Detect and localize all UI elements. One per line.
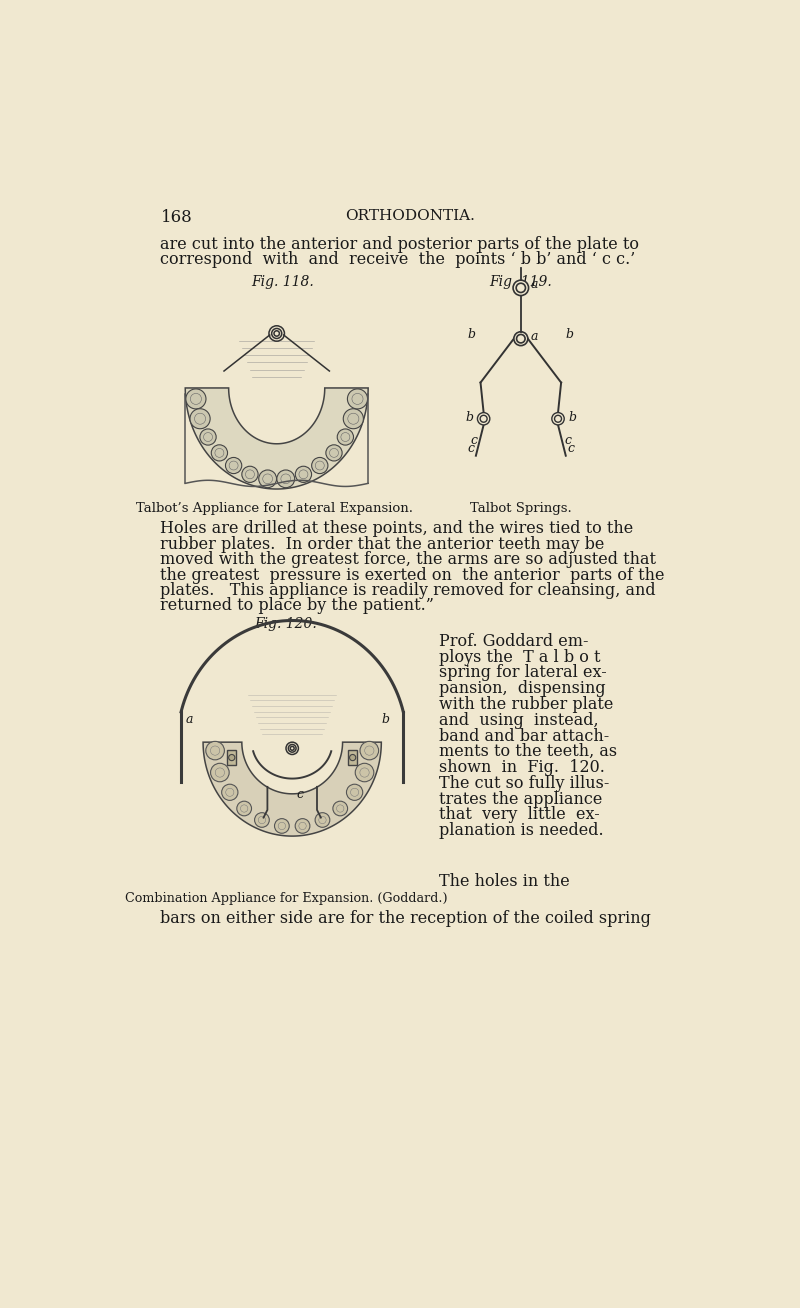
Text: rubber plates.  In order that the anterior teeth may be: rubber plates. In order that the anterio… [161,536,605,553]
Circle shape [274,819,290,833]
Circle shape [295,466,311,483]
Circle shape [355,764,374,782]
Text: c: c [296,787,303,800]
Circle shape [360,742,378,760]
Text: b: b [382,713,390,726]
Text: the greatest  pressure is exerted on  the anterior  parts of the: the greatest pressure is exerted on the … [161,566,665,583]
Circle shape [229,755,235,761]
Circle shape [315,812,330,827]
Circle shape [226,458,242,473]
Text: Prof. Goddard em-: Prof. Goddard em- [439,633,589,650]
Text: Combination Appliance for Expansion. (Goddard.): Combination Appliance for Expansion. (Go… [125,892,447,905]
Text: c: c [470,434,478,447]
Text: a: a [186,713,194,726]
Bar [348,749,358,765]
Text: returned to place by the patient.”: returned to place by the patient.” [161,598,434,615]
Circle shape [190,408,210,429]
Circle shape [478,412,490,425]
Text: moved with the greatest force, the arms are so adjusted that: moved with the greatest force, the arms … [161,551,657,568]
Text: plates.   This appliance is readily removed for cleansing, and: plates. This appliance is readily remove… [161,582,656,599]
Circle shape [343,408,363,429]
Circle shape [222,785,238,800]
Text: 168: 168 [161,209,192,226]
Circle shape [312,458,328,473]
Circle shape [516,284,526,293]
Circle shape [295,819,310,833]
Text: b: b [566,328,574,341]
Circle shape [237,802,251,816]
Text: Fig. 118.: Fig. 118. [250,275,314,289]
Circle shape [552,412,564,425]
Text: The holes in the: The holes in the [439,872,570,889]
Circle shape [333,802,348,816]
Text: c: c [467,442,474,454]
Circle shape [254,812,270,827]
Circle shape [514,332,528,345]
Circle shape [346,785,362,800]
Bar [227,749,237,765]
Text: ments to the teeth, as: ments to the teeth, as [439,743,618,760]
Polygon shape [186,388,368,489]
Polygon shape [203,742,382,836]
Text: shown  in  Fig.  120.: shown in Fig. 120. [439,759,606,776]
Circle shape [288,744,296,752]
Circle shape [210,764,229,782]
Text: with the rubber plate: with the rubber plate [439,696,614,713]
Text: b: b [568,411,576,424]
Circle shape [326,445,342,460]
Circle shape [350,755,356,761]
Text: a: a [531,279,538,292]
Text: a: a [530,330,538,343]
Text: bars on either side are for the reception of the coiled spring: bars on either side are for the receptio… [161,910,651,927]
Text: Holes are drilled at these points, and the wires tied to the: Holes are drilled at these points, and t… [161,521,634,538]
Circle shape [513,280,529,296]
Text: The cut so fully illus-: The cut so fully illus- [439,774,610,791]
Text: c: c [564,434,571,447]
Circle shape [290,747,294,751]
Text: b: b [468,328,476,341]
Text: band and bar attach-: band and bar attach- [439,727,610,744]
Text: pansion,  dispensing: pansion, dispensing [439,680,606,697]
Text: Fig. 119.: Fig. 119. [490,275,552,289]
Text: Fig. 120.: Fig. 120. [254,617,318,632]
Circle shape [211,445,227,460]
Circle shape [286,742,298,755]
Circle shape [277,470,294,488]
Circle shape [258,470,277,488]
Text: trates the appliance: trates the appliance [439,790,603,807]
Text: that  very  little  ex-: that very little ex- [439,807,600,824]
Text: ORTHODONTIA.: ORTHODONTIA. [345,209,475,224]
Circle shape [554,416,562,422]
Text: and  using  instead,: and using instead, [439,712,599,729]
Text: are cut into the anterior and posterior parts of the plate to: are cut into the anterior and posterior … [161,237,639,254]
Circle shape [347,388,367,409]
Circle shape [242,466,258,483]
Text: c: c [567,442,574,454]
Circle shape [517,335,525,343]
Circle shape [338,429,354,445]
Text: Talbot Springs.: Talbot Springs. [470,502,572,515]
Circle shape [480,416,487,422]
Circle shape [186,388,206,409]
Text: planation is needed.: planation is needed. [439,823,604,840]
Text: b: b [466,411,474,424]
Circle shape [206,742,224,760]
Text: spring for lateral ex-: spring for lateral ex- [439,664,607,681]
Text: Talbot’s Appliance for Lateral Expansion.: Talbot’s Appliance for Lateral Expansion… [136,502,413,515]
Text: correspond  with  and  receive  the  points ‘ b b’ and ‘ c c.’: correspond with and receive the points ‘… [161,251,636,268]
Circle shape [200,429,216,445]
Text: ploys the  T a l b o t: ploys the T a l b o t [439,649,601,666]
